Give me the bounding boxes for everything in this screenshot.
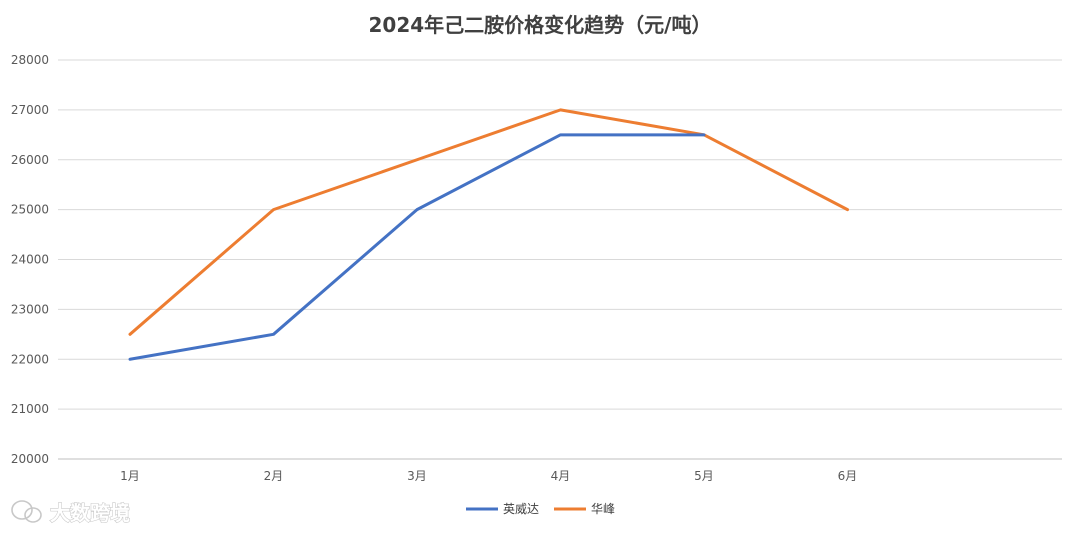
x-tick-label: 3月: [407, 469, 427, 483]
y-axis: 20000 21000 22000 23000 24000 25000 26000 27000…: [11, 53, 49, 466]
series-group: [128, 108, 849, 361]
y-tick-label: 22000: [11, 352, 49, 366]
legend-label: 华峰: [591, 502, 615, 516]
y-tick-label: 26000: [11, 153, 49, 167]
x-axis: 1月 2月 3月 4月 5月 6月: [120, 469, 857, 483]
watermark-text: 大数跨境: [50, 501, 130, 525]
x-tick-label: 5月: [694, 469, 714, 483]
wechat-logo-icon: [11, 500, 42, 523]
y-tick-label: 24000: [11, 253, 49, 267]
series-line: [128, 108, 849, 336]
x-tick-label: 2月: [264, 469, 284, 483]
legend: 英威达 华峰: [466, 502, 615, 516]
chart-title: 2024年己二胺价格变化趋势（元/吨）: [369, 13, 712, 37]
y-tick-label: 28000: [11, 53, 49, 67]
y-tick-label: 21000: [11, 402, 49, 416]
y-tick-label: 20000: [11, 452, 49, 466]
x-tick-label: 1月: [120, 469, 140, 483]
legend-label: 英威达: [503, 502, 539, 516]
y-tick-label: 23000: [11, 302, 49, 316]
series-line: [128, 133, 706, 361]
x-tick-label: 6月: [838, 469, 858, 483]
grid-lines: [58, 59, 1062, 460]
x-tick-label: 4月: [551, 469, 571, 483]
y-tick-label: 25000: [11, 203, 49, 217]
watermark: 大数跨境: [11, 500, 131, 526]
y-tick-label: 27000: [11, 103, 49, 117]
